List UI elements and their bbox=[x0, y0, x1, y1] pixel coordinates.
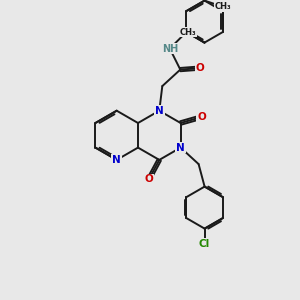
Text: NH: NH bbox=[162, 44, 178, 54]
Text: CH₃: CH₃ bbox=[214, 2, 231, 11]
Text: O: O bbox=[197, 112, 206, 122]
Text: O: O bbox=[195, 63, 204, 73]
Text: N: N bbox=[155, 106, 164, 116]
Text: O: O bbox=[144, 174, 153, 184]
Text: Cl: Cl bbox=[199, 238, 210, 249]
Text: CH₃: CH₃ bbox=[180, 28, 196, 37]
Text: N: N bbox=[176, 142, 185, 153]
Text: N: N bbox=[112, 155, 121, 165]
